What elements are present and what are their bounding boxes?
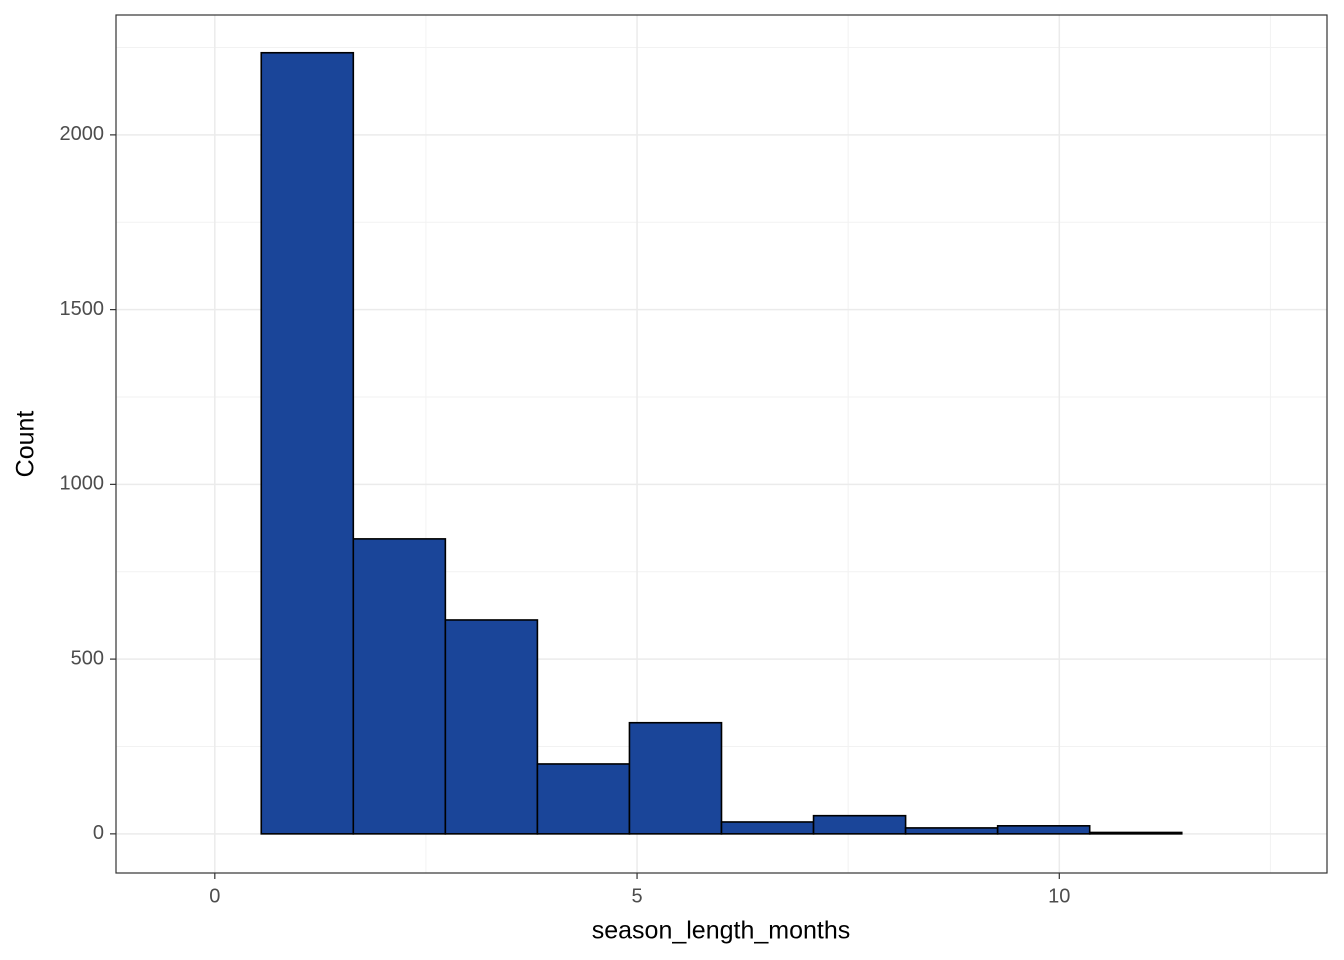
y-tick-label: 1000: [60, 473, 105, 495]
bar: [536, 763, 631, 835]
bar: [996, 825, 1091, 835]
y-tick-label: 2000: [60, 123, 105, 145]
bar: [352, 538, 447, 835]
bar: [904, 827, 999, 835]
panel-border: [115, 14, 1328, 874]
bar: [628, 721, 723, 835]
x-tick-label: 5: [631, 885, 642, 907]
axes: 0 5 10 0 500 1000 1500 2000: [60, 123, 1071, 907]
y-axis-title: Count: [12, 411, 40, 478]
y-tick-label: 1500: [60, 298, 105, 320]
x-axis-title: season_length_months: [592, 917, 851, 945]
bar: [720, 821, 815, 835]
bar: [260, 51, 355, 835]
bar: [1088, 831, 1183, 835]
y-tick-label: 0: [93, 822, 104, 844]
x-tick-label: 10: [1048, 885, 1070, 907]
y-tick-label: 500: [71, 647, 104, 669]
bar: [444, 619, 539, 835]
bar: [812, 814, 907, 835]
x-tick-label: 0: [209, 885, 220, 907]
bars: [260, 51, 1183, 835]
